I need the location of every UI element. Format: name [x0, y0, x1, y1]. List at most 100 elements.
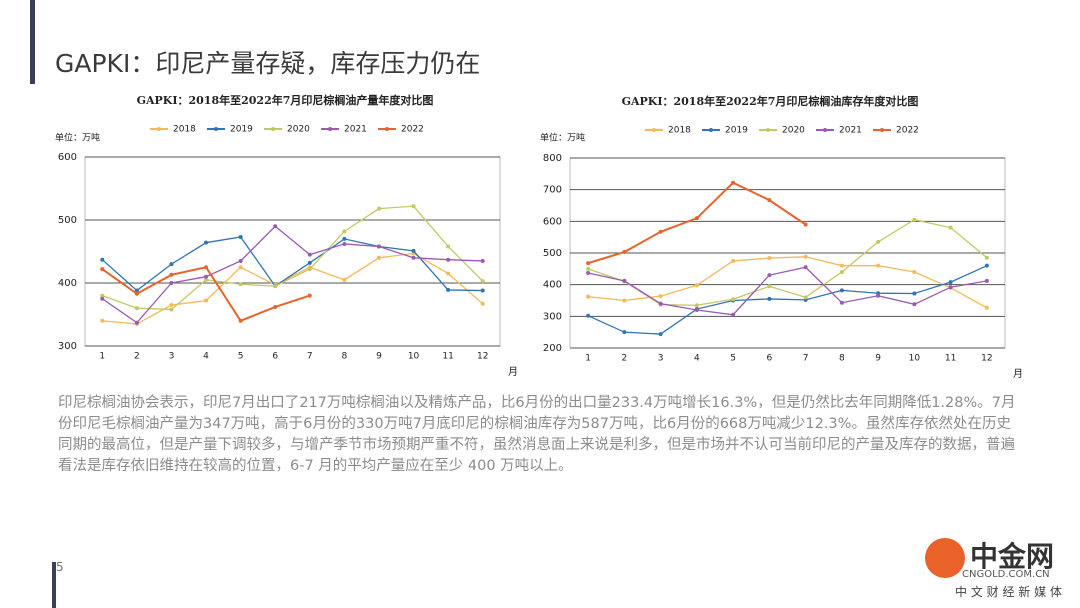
data-point [586, 313, 591, 318]
data-point [731, 312, 736, 317]
series-line [101, 236, 483, 292]
x-tick-label: 8 [342, 352, 348, 362]
data-point [446, 257, 451, 262]
x-tick-label: 2 [134, 352, 140, 362]
x-tick-label: 9 [875, 354, 881, 364]
data-point [586, 266, 591, 271]
page-number: 5 [56, 560, 64, 574]
body-text: 印尼棕榈油协会表示，印尼7月出口了217万吨棕榈油以及精炼产品，比6月份的出口量… [58, 395, 1016, 474]
data-point [658, 301, 663, 306]
data-point [376, 206, 381, 211]
legend-marker [328, 127, 332, 131]
data-point [169, 272, 174, 277]
data-point [694, 308, 699, 312]
data-point [876, 263, 881, 268]
data-point [622, 250, 627, 255]
data-point [622, 278, 627, 283]
data-point [480, 279, 485, 284]
slide-title: GAPKI：印尼产量存疑，库存压力仍在 [55, 49, 481, 78]
legend-marker [823, 128, 827, 132]
x-tick-label: 6 [767, 354, 773, 364]
data-point [169, 281, 174, 285]
data-point [411, 248, 416, 253]
x-tick-label: 6 [272, 352, 278, 362]
data-point [446, 244, 451, 249]
x-tick-label: 8 [839, 354, 845, 364]
y-tick-label: 600 [543, 216, 562, 227]
data-point [912, 217, 917, 222]
accent-bar [30, 0, 35, 84]
y-axis-label: 单位：万吨 [540, 132, 585, 144]
data-point [411, 204, 416, 209]
y-tick-label: 400 [58, 278, 77, 289]
data-point [238, 318, 243, 323]
data-point [100, 267, 105, 272]
legend-label: 2018 [173, 125, 196, 135]
x-tick-label: 4 [203, 352, 209, 362]
y-tick-label: 600 [58, 152, 77, 163]
data-point [984, 263, 989, 268]
x-tick-label: 12 [981, 354, 992, 364]
data-point [694, 303, 699, 308]
logo-slogan: 中 文 财 经 新 媒 体 [955, 585, 1062, 599]
data-point [767, 273, 772, 278]
data-point [204, 240, 209, 245]
data-point [342, 229, 347, 234]
data-point [134, 320, 139, 325]
legend-label: 2019 [725, 126, 748, 136]
data-point [767, 284, 772, 289]
legend-label: 2019 [230, 125, 253, 135]
legend-marker [709, 128, 713, 132]
data-point [948, 280, 953, 285]
legend-marker [271, 127, 275, 131]
x-tick-label: 7 [803, 354, 809, 364]
data-point [586, 261, 591, 266]
data-point [238, 235, 243, 240]
y-axis-label: 单位：万吨 [55, 132, 100, 144]
data-point [273, 304, 278, 309]
data-point [586, 294, 591, 299]
x-tick-label: 9 [376, 352, 382, 362]
accent-bar [52, 562, 56, 608]
x-tick-label: 7 [307, 352, 313, 362]
data-point [658, 332, 663, 337]
data-point [948, 225, 953, 230]
y-tick-label: 300 [58, 341, 77, 352]
data-point [803, 222, 808, 227]
data-point [622, 298, 627, 303]
x-tick-label: 11 [945, 354, 956, 364]
data-point [238, 258, 243, 263]
data-point [803, 265, 808, 270]
x-tick-label: 10 [408, 352, 420, 362]
x-tick-label: 5 [730, 354, 736, 364]
data-point [169, 303, 174, 308]
data-point [767, 296, 772, 301]
data-point [803, 295, 808, 300]
data-point [948, 285, 953, 290]
legend-marker [157, 127, 161, 131]
data-point [169, 307, 174, 312]
data-point [238, 265, 243, 270]
series-line [587, 266, 987, 316]
logo-domain: CNGOLD.COM.CN [962, 569, 1050, 580]
series-line [587, 181, 807, 265]
y-tick-label: 500 [58, 215, 77, 226]
data-point [839, 270, 844, 274]
data-point [839, 288, 844, 293]
data-point [342, 236, 347, 241]
data-point [446, 271, 451, 276]
data-point [876, 239, 881, 244]
data-point [767, 256, 772, 261]
data-point [134, 291, 139, 296]
data-point [169, 262, 174, 267]
data-point [767, 198, 772, 203]
data-point [694, 216, 699, 221]
data-point [273, 284, 278, 289]
y-tick-label: 700 [543, 185, 562, 196]
data-point [376, 255, 381, 260]
data-point [307, 260, 312, 265]
data-point [731, 180, 736, 185]
x-tick-label: 5 [238, 352, 244, 362]
y-tick-label: 300 [543, 311, 562, 322]
legend-label: 2021 [344, 125, 367, 135]
